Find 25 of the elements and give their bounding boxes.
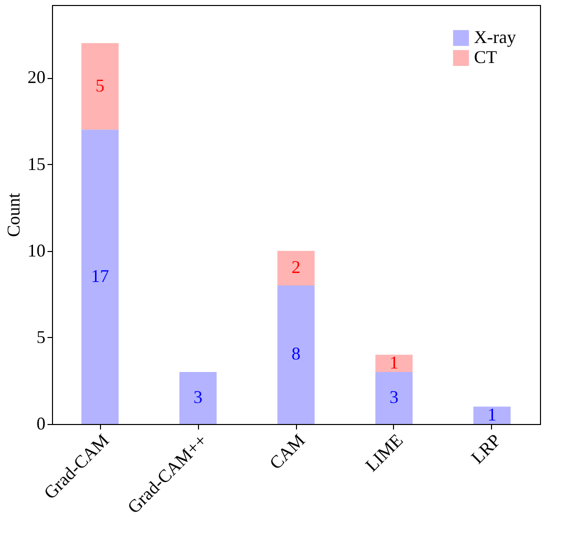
bar xyxy=(277,285,315,424)
y-tick-label: 15 xyxy=(28,154,46,174)
bar xyxy=(277,250,315,286)
y-tick-label: 20 xyxy=(28,67,46,88)
data-label: 8 xyxy=(292,344,300,364)
bar xyxy=(375,372,413,424)
legend-label: X-ray xyxy=(474,27,516,47)
data-label: 1 xyxy=(487,404,496,424)
data-label: 3 xyxy=(194,387,203,408)
bar xyxy=(81,130,119,424)
y-tick-label: 5 xyxy=(36,326,46,347)
data-label: 1 xyxy=(389,352,398,372)
bar xyxy=(81,43,119,130)
bar xyxy=(375,354,413,372)
data-label: 17 xyxy=(91,266,110,286)
y-axis-title: Count xyxy=(4,192,24,238)
bar xyxy=(473,406,511,424)
x-tick-label: LRP xyxy=(467,430,505,468)
data-label: 2 xyxy=(292,257,300,278)
bar xyxy=(179,372,217,424)
y-tick-label: 0 xyxy=(36,414,46,434)
data-label: 5 xyxy=(96,75,105,96)
legend-label: CT xyxy=(474,47,498,67)
y-tick-label: 10 xyxy=(28,240,46,260)
data-label: 3 xyxy=(389,387,398,408)
